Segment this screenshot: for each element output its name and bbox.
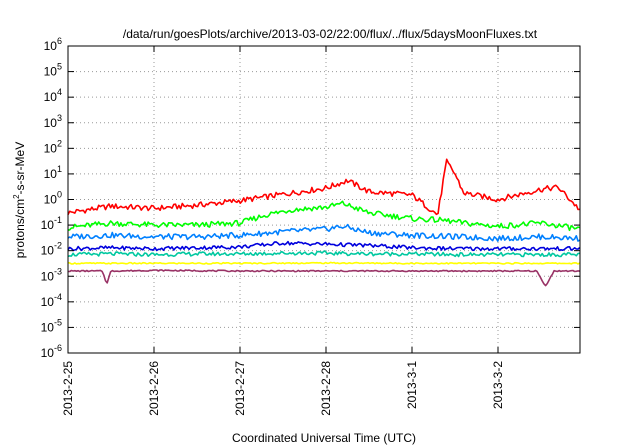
y-tick-exponent: -3 [54, 266, 62, 276]
y-tick-exponent: 3 [57, 113, 62, 123]
y-tick-label: 10-3 [41, 266, 62, 283]
y-tick-exponent: -4 [54, 292, 62, 302]
y-tick-exponent: 2 [57, 138, 62, 148]
y-tick-label: 105 [44, 62, 62, 79]
y-tick-exponent: 0 [57, 190, 62, 200]
series-line-7 [68, 269, 580, 287]
y-tick-label: 103 [44, 113, 62, 130]
y-tick-exponent: 1 [57, 164, 62, 174]
y-tick-exponent: 4 [57, 87, 62, 97]
y-axis-label-suffix: -s-sr-MeV [13, 142, 27, 195]
y-tick-base: 10 [44, 65, 58, 79]
y-tick-exponent: 6 [57, 36, 62, 46]
x-tick-label: 2013-2-27 [233, 361, 247, 416]
y-axis-label-superscript: 2 [12, 194, 21, 199]
y-tick-exponent: -1 [54, 215, 62, 225]
x-tick-label: 2013-2-25 [61, 361, 75, 416]
x-tick-label: 2013-3-2 [491, 361, 505, 409]
y-tick-base: 10 [44, 193, 58, 207]
y-tick-base: 10 [44, 39, 58, 53]
series-line-1 [67, 158, 580, 216]
series-line-4 [67, 240, 581, 252]
y-tick-label: 101 [44, 164, 62, 181]
series-line-6 [67, 261, 581, 265]
y-tick-label: 104 [44, 87, 62, 104]
y-tick-exponent: -5 [54, 317, 62, 327]
chart-title: /data/run/goesPlots/archive/2013-03-02/2… [123, 27, 538, 41]
y-tick-label: 102 [44, 138, 62, 155]
x-tick-label: 2013-2-28 [319, 361, 333, 416]
y-tick-label: 10-5 [41, 317, 62, 334]
series-line-3 [67, 223, 581, 242]
series-group [67, 158, 581, 287]
y-axis-label: protons/cm2-s-sr-MeV [12, 142, 27, 258]
y-axis-ticks: 10610510410310210110010-110-210-310-410-… [41, 36, 580, 360]
y-tick-label: 100 [44, 190, 62, 207]
y-tick-base: 10 [41, 269, 55, 283]
y-tick-exponent: -6 [54, 343, 62, 353]
y-axis-label-prefix: protons/cm [13, 199, 27, 258]
y-tick-exponent: 5 [57, 62, 62, 72]
y-tick-base: 10 [41, 320, 55, 334]
x-axis-label: Coordinated Universal Time (UTC) [232, 431, 416, 445]
series-line-5 [67, 250, 580, 258]
y-tick-base: 10 [41, 218, 55, 232]
y-tick-base: 10 [44, 90, 58, 104]
y-tick-base: 10 [41, 244, 55, 258]
x-tick-label: 2013-3-1 [405, 361, 419, 409]
y-tick-label: 106 [44, 36, 62, 53]
y-tick-label: 10-1 [41, 215, 62, 232]
x-tick-label: 2013-2-26 [147, 361, 161, 416]
y-tick-label: 10-6 [41, 343, 62, 360]
y-tick-base: 10 [41, 346, 55, 360]
y-tick-base: 10 [44, 141, 58, 155]
y-tick-label: 10-2 [41, 241, 62, 258]
y-tick-base: 10 [44, 116, 58, 130]
x-axis-ticks: 2013-2-25 2013-2-26 2013-2-27 2013-2-28 2013… [61, 46, 505, 416]
series-line-2 [67, 200, 580, 232]
y-tick-exponent: -2 [54, 241, 62, 251]
y-tick-base: 10 [44, 167, 58, 181]
y-tick-label: 10-4 [41, 292, 62, 309]
y-tick-base: 10 [41, 295, 55, 309]
